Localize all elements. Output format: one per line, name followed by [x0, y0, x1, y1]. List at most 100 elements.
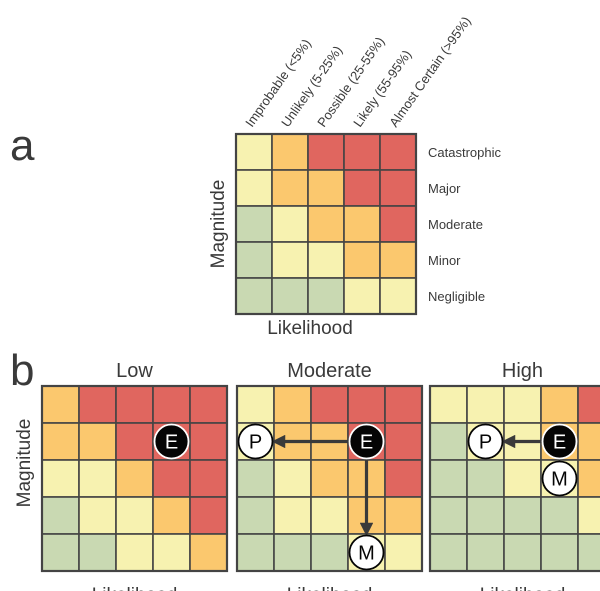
- panel-b-matrix-3-cell-r4-c5: [577, 496, 600, 535]
- panel-b-matrix-2-cell-r2-c5: [384, 422, 423, 461]
- panel-b-matrix-3-title: High: [502, 360, 543, 382]
- panel-b-matrix-2-cell-r1-c2: [273, 385, 312, 424]
- panel-b-matrix-2-marker-m-circle: [348, 534, 385, 571]
- panel-a-cell-r2-c1: [235, 169, 273, 207]
- panel-a-cell-r3-c3: [307, 205, 345, 243]
- panel-b-matrix-3: High Likelihood E P M: [428, 360, 600, 591]
- panel-b-matrix-1-cell-r4-c5: [189, 496, 228, 535]
- panel-b-matrix-1-cell-r3-c1: [41, 459, 80, 498]
- panel-b-matrix-1-cell-r5-c2: [78, 533, 117, 572]
- panel-a-cell-r5-c1: [235, 277, 273, 315]
- panel-b-matrix-1-cell-r2-c3: [115, 422, 154, 461]
- panel-b-matrix-3-marker-p-label: P: [479, 432, 492, 454]
- panel-a-cell-r2-c2: [271, 169, 309, 207]
- panel-a-column-label-1: Improbable (<5%): [242, 36, 314, 130]
- panel-a-y-title: Magnitude: [208, 180, 229, 269]
- panel-a-cell-r4-c3: [307, 241, 345, 279]
- panel-a-row-labels: Catastrophic Major Moderate Minor Negligible: [428, 145, 501, 304]
- panel-b-matrix-3-marker-e-circle: [541, 423, 578, 460]
- panel-a-column-label-3: Possible (25-55%): [314, 34, 387, 130]
- panel-b-y-title: Magnitude: [14, 419, 35, 508]
- panel-b-matrix-2-cell-r1-c3: [310, 385, 349, 424]
- panel-b-matrix-2-cell-r4-c3: [310, 496, 349, 535]
- panel-b-matrix-2-title: Moderate: [287, 360, 372, 382]
- panel-b-matrix-2-border: [235, 384, 424, 573]
- panel-b-matrix-3-cell-r2-c1: [429, 422, 468, 461]
- panel-a-cell-r1-c4: [343, 133, 381, 171]
- panel-b-matrix-2-cell-r3-c2: [273, 459, 312, 498]
- panel-b-matrix-1-cell-r3-c3: [115, 459, 154, 498]
- panel-b-matrix-2-cell-r4-c2: [273, 496, 312, 535]
- panel-b-matrix-2-x-title: Likelihood: [287, 585, 373, 591]
- panel-b-matrix-3-x-title: Likelihood: [480, 585, 566, 591]
- panel-b-matrix-1-border: [40, 384, 229, 573]
- panel-b-matrix-1-marker-e-circle: [153, 423, 190, 460]
- panel-a-cell-r2-c4: [343, 169, 381, 207]
- panel-b-matrix-1-cell-r1-c2: [78, 385, 117, 424]
- panel-a-cell-r3-c1: [235, 205, 273, 243]
- panel-a-cell-r2-c5: [379, 169, 417, 207]
- panel-b-matrix-1-cell-r2-c5: [189, 422, 228, 461]
- panel-a-letter: a: [10, 121, 35, 170]
- panel-b-matrix-1-cell-r5-c5: [189, 533, 228, 572]
- panel-b-matrix-1-cell-r3-c4: [152, 459, 191, 498]
- panel-b-matrix-3-cell-r3-c2: [466, 459, 505, 498]
- panel-a-cell-r5-c5: [379, 277, 417, 315]
- panel-a-cell-r4-c4: [343, 241, 381, 279]
- panel-b-matrix-1: Low Likelihood E: [40, 360, 229, 591]
- panel-a-row-label-1: Catastrophic: [428, 145, 501, 160]
- panel-b-matrix-2-cell-r4-c1: [236, 496, 275, 535]
- panel-b-matrix-2-cell-r3-c1: [236, 459, 275, 498]
- panel-b-matrix-2-cell-r5-c3: [310, 533, 349, 572]
- panel-b-matrix-2-cell-r4-c5: [384, 496, 423, 535]
- panel-b-matrix-2-marker-m-label: M: [358, 543, 375, 565]
- panel-b-matrix-3-cell-r5-c4: [540, 533, 579, 572]
- panel-a-cell-r4-c1: [235, 241, 273, 279]
- panel-a-matrix: [234, 132, 418, 316]
- panel-b-matrix-3-border: [428, 384, 600, 573]
- panel-a-cell-r3-c5: [379, 205, 417, 243]
- panel-a-cell-r3-c2: [271, 205, 309, 243]
- panel-b-matrix-3-cell-r4-c1: [429, 496, 468, 535]
- panel-b-matrix-3-cell-r5-c5: [577, 533, 600, 572]
- panel-a-cell-r1-c5: [379, 133, 417, 171]
- panel-a-x-title: Likelihood: [267, 318, 353, 339]
- panel-b-matrix-2-marker-p-label: P: [249, 432, 262, 454]
- panel-b-matrix-1-cell-r5-c1: [41, 533, 80, 572]
- panel-b-matrix-1-cell-r5-c3: [115, 533, 154, 572]
- panel-b-matrix-2-cell-r5-c5: [384, 533, 423, 572]
- panel-b-matrix-1-cell-r3-c5: [189, 459, 228, 498]
- panel-b-matrix-1-cell-r4-c3: [115, 496, 154, 535]
- panel-a-cell-r4-c5: [379, 241, 417, 279]
- panel-b-matrix-1-cell-r1-c1: [41, 385, 80, 424]
- panel-b-matrix-3-cell-r2-c5: [577, 422, 600, 461]
- panel-a-cell-r1-c2: [271, 133, 309, 171]
- panel-b-matrix-3-cell-r5-c1: [429, 533, 468, 572]
- panel-b-matrix-3-cell-r1-c2: [466, 385, 505, 424]
- panel-b-matrix-2-cell-r5-c1: [236, 533, 275, 572]
- panel-b-matrix-3-cell-r4-c3: [503, 496, 542, 535]
- panel-a-cell-r3-c4: [343, 205, 381, 243]
- panel-b-matrix-2-cell-r3-c3: [310, 459, 349, 498]
- panel-a-row-label-5: Negligible: [428, 289, 485, 304]
- panel-b-matrix-2-marker-e-circle: [348, 423, 385, 460]
- panel-b-matrix-1-cell-r2-c2: [78, 422, 117, 461]
- panel-b-matrix-3-cell-r5-c3: [503, 533, 542, 572]
- panel-b-matrix-3-cell-r1-c4: [540, 385, 579, 424]
- panel-b-matrix-1-cell-r2-c1: [41, 422, 80, 461]
- panel-a-row-label-4: Minor: [428, 253, 461, 268]
- panel-b-matrix-3-cell-r4-c2: [466, 496, 505, 535]
- panel-b-matrix-3-marker-m-circle: [541, 460, 578, 497]
- panel-b-matrix-1-cell-r4-c4: [152, 496, 191, 535]
- panel-a-cell-r5-c3: [307, 277, 345, 315]
- panel-a-cell-r5-c4: [343, 277, 381, 315]
- panel-b-matrices: Low Likelihood E Moderate Likelihood E P M High L…: [40, 360, 600, 591]
- panel-a-row-label-2: Major: [428, 181, 461, 196]
- panel-b-matrix-3-cell-r5-c2: [466, 533, 505, 572]
- panel-b-matrix-3-cell-r4-c4: [540, 496, 579, 535]
- panel-b-matrix-1-cell-r1-c4: [152, 385, 191, 424]
- panel-b-matrix-2-cell-r1-c1: [236, 385, 275, 424]
- panel-b-matrix-1-title: Low: [116, 360, 153, 382]
- panel-b-matrix-1-cell-r3-c2: [78, 459, 117, 498]
